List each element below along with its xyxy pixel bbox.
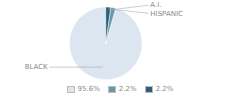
svg-text:HISPANIC: HISPANIC: [150, 10, 183, 18]
svg-text:BLACK: BLACK: [25, 63, 48, 71]
html-text:2.2%: 2.2%: [118, 85, 137, 93]
html-text:95.6%: 95.6%: [77, 85, 100, 93]
html-text:2.2%: 2.2%: [155, 85, 174, 93]
svg-text:A.I.: A.I.: [150, 1, 161, 9]
